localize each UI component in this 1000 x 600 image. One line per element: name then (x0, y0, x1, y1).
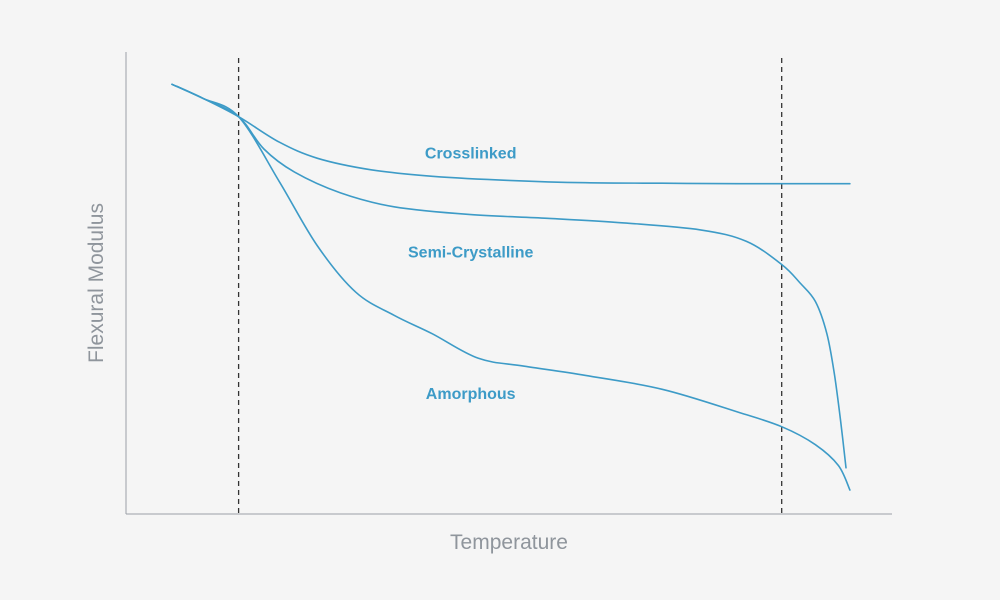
x-axis-title: Temperature (450, 531, 568, 554)
y-axis-title: Flexural Modulus (85, 203, 108, 363)
reference-lines (237, 58, 783, 514)
series-label-amorphous: Amorphous (426, 386, 516, 403)
series-labels: Crosslinked Semi-Crystalline Amorphous (408, 145, 533, 403)
series-label-crosslinked: Crosslinked (425, 145, 517, 162)
series-line-semi-crystalline (171, 83, 847, 469)
series-lines (171, 83, 851, 491)
series-line-amorphous (171, 83, 851, 491)
axes (125, 52, 892, 515)
series-label-semi-crystalline: Semi-Crystalline (408, 245, 533, 262)
series-line-crosslinked (171, 83, 851, 185)
